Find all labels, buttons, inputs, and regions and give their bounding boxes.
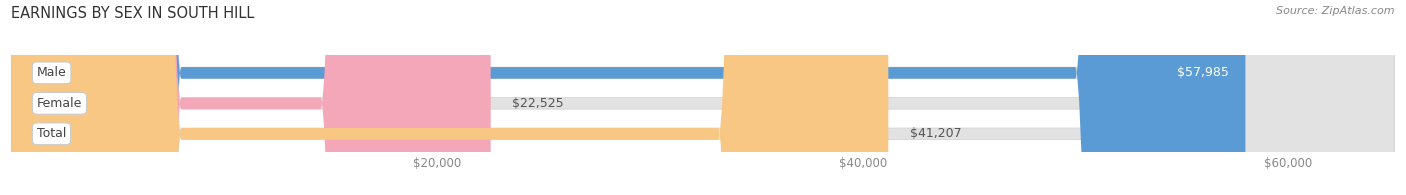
- FancyBboxPatch shape: [11, 0, 1395, 195]
- FancyBboxPatch shape: [11, 0, 491, 195]
- Text: Source: ZipAtlas.com: Source: ZipAtlas.com: [1277, 6, 1395, 16]
- Text: $41,207: $41,207: [910, 127, 962, 140]
- Text: Female: Female: [37, 97, 82, 110]
- FancyBboxPatch shape: [11, 0, 1246, 195]
- FancyBboxPatch shape: [11, 0, 1395, 195]
- Text: $57,985: $57,985: [1177, 66, 1229, 79]
- Text: Male: Male: [37, 66, 66, 79]
- FancyBboxPatch shape: [11, 0, 1395, 195]
- Text: Total: Total: [37, 127, 66, 140]
- Text: $22,525: $22,525: [512, 97, 564, 110]
- FancyBboxPatch shape: [11, 0, 889, 195]
- Text: EARNINGS BY SEX IN SOUTH HILL: EARNINGS BY SEX IN SOUTH HILL: [11, 6, 254, 21]
